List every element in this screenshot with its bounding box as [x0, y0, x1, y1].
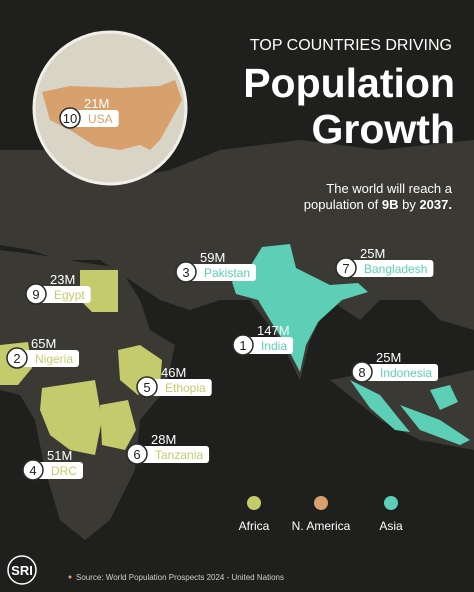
rank-badge: [22, 459, 44, 481]
name-box: [137, 446, 210, 463]
country-name: Bangladesh: [364, 262, 427, 276]
rank-badge: [136, 376, 158, 398]
country-value: 147M: [257, 323, 290, 338]
rank-badge: [25, 283, 47, 305]
rank-badge: [126, 443, 148, 465]
rank-number: 9: [32, 287, 39, 302]
legend-swatch: [314, 496, 328, 510]
rank-badge: [59, 107, 81, 129]
country-name: Nigeria: [35, 352, 73, 366]
source: Source: World Population Prospects 2024 …: [76, 573, 284, 582]
rank-number: 10: [63, 111, 77, 126]
country-name: Pakistan: [204, 266, 250, 280]
rank-number: 6: [133, 447, 140, 462]
rank-badge: [335, 257, 357, 279]
rank-number: 2: [13, 351, 20, 366]
legend-swatch: [247, 496, 261, 510]
name-box: [33, 462, 83, 479]
country-value: 23M: [50, 272, 75, 287]
subtitle-part: by: [398, 197, 419, 212]
drc-shape: [40, 380, 102, 455]
country-value: 25M: [376, 350, 401, 365]
country-value: 21M: [84, 96, 109, 111]
subtitle-part: population of: [304, 197, 382, 212]
south-asia-shape: [232, 244, 368, 372]
country-name: India: [261, 339, 287, 353]
indonesia-shape: [350, 380, 470, 445]
logo: SRI: [11, 563, 33, 578]
rank-badge: [232, 334, 254, 356]
rank-number: 3: [182, 265, 189, 280]
rank-number: 7: [342, 261, 349, 276]
subtitle: The world will reach a: [326, 181, 452, 196]
country-value: 65M: [31, 336, 56, 351]
country-name: Indonesia: [380, 366, 432, 380]
name-box: [36, 286, 91, 303]
country-value: 51M: [47, 448, 72, 463]
title: Growth: [312, 106, 455, 152]
rank-badge: [351, 361, 373, 383]
rank-number: 4: [29, 463, 36, 478]
name-box: [17, 350, 80, 367]
country-name: DRC: [51, 464, 77, 478]
name-box: [70, 110, 119, 127]
subtitle-highlight: 9B: [382, 197, 399, 212]
logo-ring: [7, 555, 37, 585]
rank-number: 1: [239, 338, 246, 353]
country-value: 46M: [161, 365, 186, 380]
kicker: TOP COUNTRIES DRIVING: [250, 37, 452, 54]
country-value: 59M: [200, 250, 225, 265]
name-box: [147, 379, 212, 396]
subtitle-highlight: 2037.: [419, 197, 452, 212]
rank-badge: [6, 347, 28, 369]
tanzania-shape: [100, 400, 136, 450]
legend-label: N. America: [292, 519, 351, 533]
country-value: 28M: [151, 432, 176, 447]
country-name: Ethopia: [165, 381, 206, 395]
country-value: 25M: [360, 246, 385, 261]
country-name: Tanzania: [155, 448, 203, 462]
name-box: [186, 264, 257, 281]
name-box: [243, 337, 294, 354]
name-box: [362, 364, 439, 381]
legend-label: Asia: [379, 519, 403, 533]
subtitle: population of 9B by 2037.: [304, 197, 452, 212]
rank-number: 5: [143, 380, 150, 395]
legend-swatch: [384, 496, 398, 510]
legend-label: Africa: [239, 519, 270, 533]
rank-badge: [175, 261, 197, 283]
name-box: [346, 260, 434, 277]
rank-number: 8: [358, 365, 365, 380]
title: Population: [243, 60, 455, 106]
country-name: Egypt: [54, 288, 85, 302]
country-name: USA: [88, 112, 113, 126]
bullet: [68, 575, 72, 579]
